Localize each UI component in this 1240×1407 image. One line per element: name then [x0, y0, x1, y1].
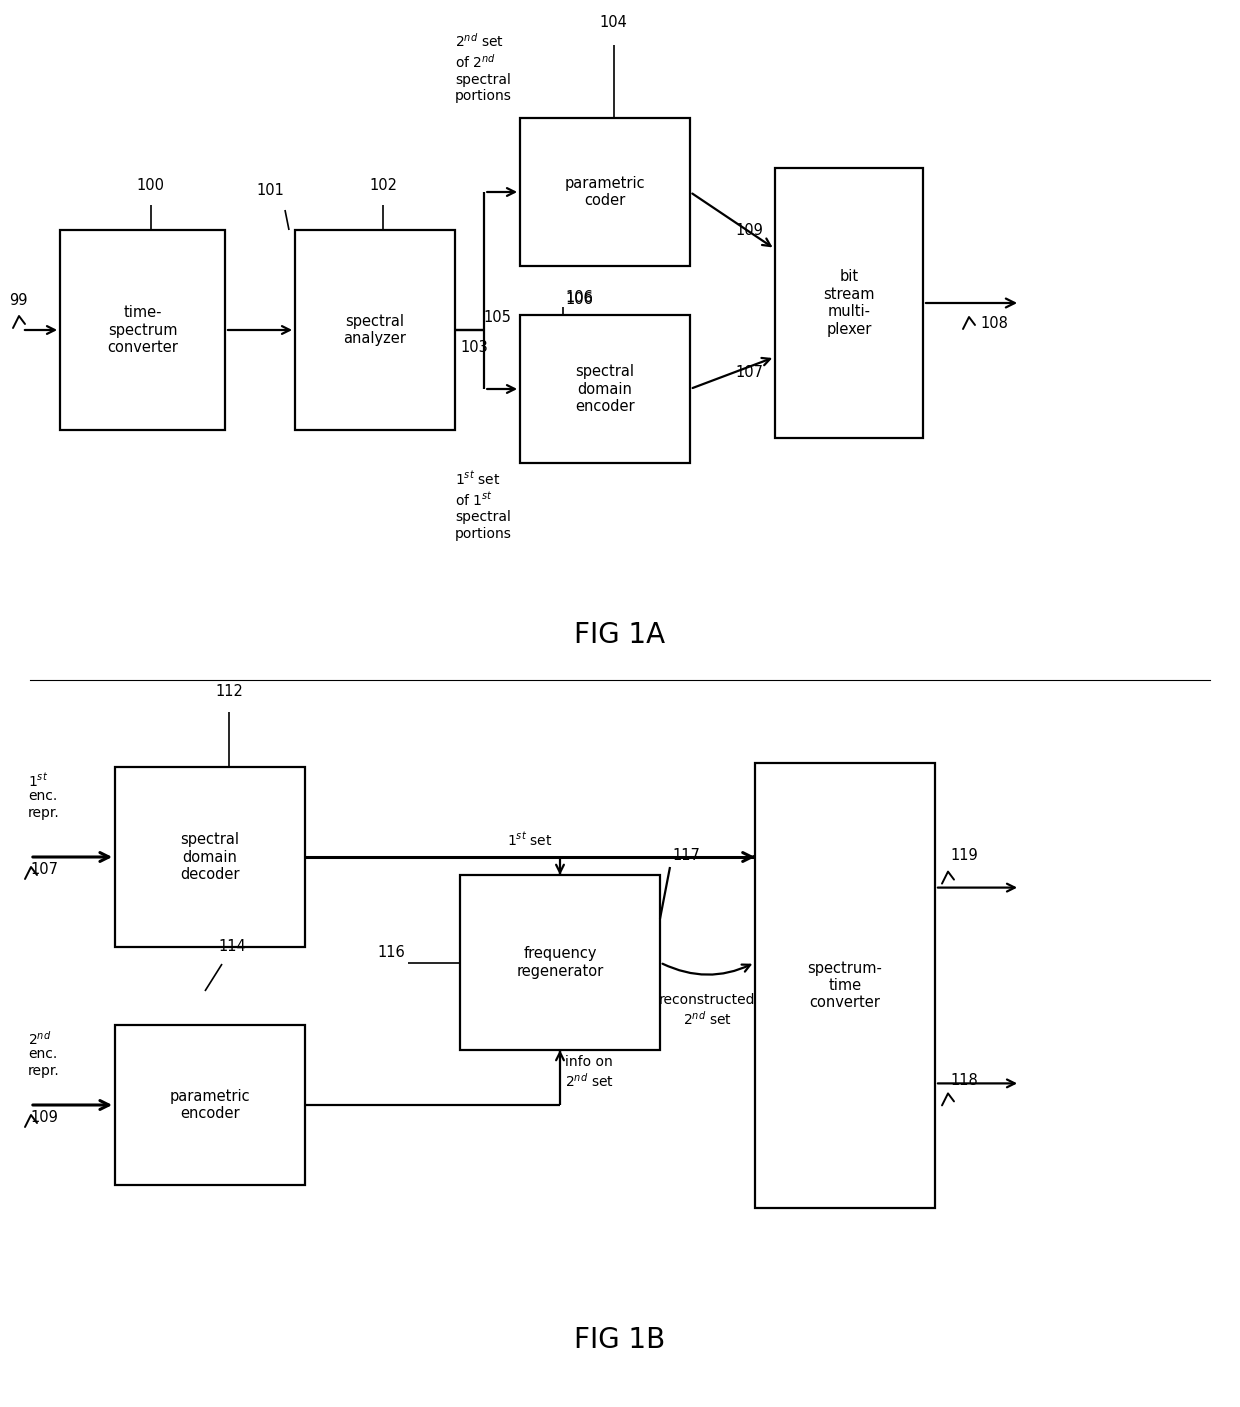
Bar — [460, 875, 660, 1050]
Text: 108: 108 — [980, 317, 1008, 331]
Text: 100: 100 — [136, 179, 165, 193]
Text: info on
2$^{nd}$ set: info on 2$^{nd}$ set — [565, 1055, 614, 1090]
Text: parametric
encoder: parametric encoder — [170, 1089, 250, 1121]
Text: 107: 107 — [30, 862, 58, 877]
Text: 105: 105 — [484, 310, 511, 325]
Text: frequency
regenerator: frequency regenerator — [516, 947, 604, 979]
Text: 118: 118 — [950, 1074, 978, 1089]
Text: repr.: repr. — [29, 806, 60, 820]
Text: spectral
domain
encoder: spectral domain encoder — [575, 364, 635, 414]
Bar — [115, 767, 305, 947]
Text: 1$^{st}$: 1$^{st}$ — [29, 772, 48, 789]
Text: 1$^{st}$ set
of 1$^{st}$
spectral
portions: 1$^{st}$ set of 1$^{st}$ spectral portio… — [455, 470, 512, 540]
Text: spectrum-
time
converter: spectrum- time converter — [807, 961, 883, 1010]
Text: spectral
domain
decoder: spectral domain decoder — [180, 832, 239, 882]
Text: enc.: enc. — [29, 789, 57, 803]
Text: 109: 109 — [30, 1110, 58, 1126]
Text: spectral
analyzer: spectral analyzer — [343, 314, 407, 346]
Text: 103: 103 — [460, 340, 487, 355]
Text: 119: 119 — [950, 847, 978, 862]
Bar — [520, 315, 689, 463]
Text: 112: 112 — [215, 684, 243, 699]
Text: 2$^{nd}$ set
of 2$^{nd}$
spectral
portions: 2$^{nd}$ set of 2$^{nd}$ spectral portio… — [455, 32, 512, 103]
Text: 102: 102 — [370, 179, 397, 193]
Text: parametric
coder: parametric coder — [564, 176, 645, 208]
Text: time-
spectrum
converter: time- spectrum converter — [107, 305, 177, 355]
Text: 109: 109 — [735, 224, 763, 238]
Text: 104: 104 — [600, 15, 627, 30]
Text: 107: 107 — [735, 364, 763, 380]
Bar — [60, 229, 224, 431]
Text: FIG 1B: FIG 1B — [574, 1325, 666, 1354]
Bar — [775, 167, 923, 438]
Bar — [755, 763, 935, 1209]
Text: FIG 1A: FIG 1A — [574, 620, 666, 649]
Text: reconstructed
2$^{nd}$ set: reconstructed 2$^{nd}$ set — [660, 992, 755, 1027]
Text: 106: 106 — [565, 293, 594, 307]
Text: 106: 106 — [565, 290, 594, 305]
Bar — [520, 118, 689, 266]
Text: 2$^{nd}$: 2$^{nd}$ — [29, 1030, 51, 1048]
Text: bit
stream
multi-
plexer: bit stream multi- plexer — [823, 269, 874, 336]
Text: 101: 101 — [257, 183, 284, 198]
Bar — [295, 229, 455, 431]
Text: 1$^{st}$ set: 1$^{st}$ set — [507, 832, 553, 848]
Text: 114: 114 — [218, 938, 246, 954]
Text: 99: 99 — [9, 293, 27, 308]
Text: enc.: enc. — [29, 1047, 57, 1061]
Text: repr.: repr. — [29, 1064, 60, 1078]
Text: 117: 117 — [672, 848, 699, 862]
Bar — [115, 1026, 305, 1185]
Text: 116: 116 — [377, 946, 405, 960]
